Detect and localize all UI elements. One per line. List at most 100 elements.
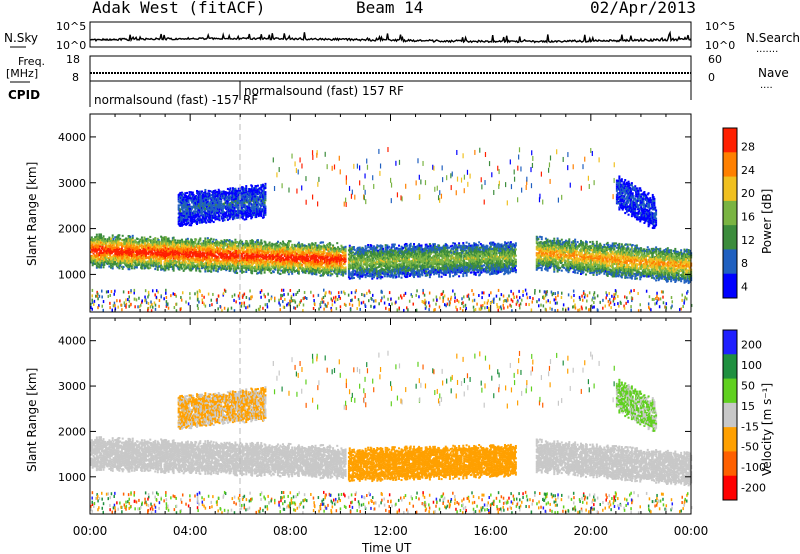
power-cell (208, 268, 210, 270)
power-cell (245, 271, 247, 273)
power-cell (342, 275, 344, 277)
power-cell (137, 238, 139, 240)
power-cell (438, 257, 440, 259)
power-cell (461, 256, 463, 258)
power-cell (141, 267, 143, 269)
power-cell (157, 269, 159, 271)
power-cell (294, 267, 296, 269)
power-cell (298, 273, 300, 275)
power-cell (243, 271, 245, 273)
power-cell (213, 239, 215, 241)
power-cell (279, 244, 281, 246)
power-cell (144, 242, 146, 244)
power-cell (345, 266, 347, 268)
power-cell (336, 242, 338, 244)
power-cell (401, 277, 403, 279)
power-cell (331, 273, 333, 275)
power-cell (288, 273, 290, 275)
power-cell (112, 265, 114, 267)
power-cell (322, 241, 324, 243)
power-cell (154, 268, 156, 270)
power-cell (468, 243, 470, 245)
power-cell (96, 234, 98, 236)
power-cell (357, 261, 359, 263)
power-cell (252, 240, 254, 242)
power-cell (173, 270, 175, 272)
power-cell (229, 251, 231, 253)
power-cell (445, 274, 447, 276)
power-cell (141, 236, 143, 238)
power-cell (344, 263, 346, 265)
power-cell (438, 276, 440, 278)
power-cell (291, 244, 293, 246)
power-cell (421, 274, 423, 276)
power-cell (336, 275, 338, 277)
power-cell (264, 241, 266, 243)
power-cell (345, 256, 347, 258)
power-cell (462, 275, 464, 277)
power-cell (160, 262, 162, 264)
power-cell (199, 240, 201, 242)
power-cell (173, 237, 175, 239)
power-cell (289, 240, 291, 242)
power-cell (288, 271, 290, 273)
power-cell (450, 249, 452, 251)
power-cell (114, 261, 116, 263)
power-cell (204, 270, 206, 272)
power-cell (178, 269, 180, 271)
power-cell (195, 270, 197, 272)
power-cell (359, 277, 361, 279)
power-cell (149, 236, 151, 238)
power-cell (112, 234, 114, 236)
power-cell (282, 257, 284, 259)
power-cell (389, 259, 391, 261)
power-cell (121, 247, 123, 249)
power-cell (408, 259, 410, 261)
power-cell (273, 271, 275, 273)
power-cell (168, 268, 170, 270)
power-cell (353, 246, 355, 248)
power-cell (199, 270, 201, 272)
power-cell (211, 257, 213, 259)
power-cell (394, 244, 396, 246)
power-cell (291, 273, 293, 275)
power-cell (246, 241, 248, 243)
power-cell (381, 245, 383, 247)
power-cell (429, 276, 431, 278)
power-cell (338, 273, 340, 275)
power-cell (345, 268, 347, 270)
power-cell (345, 252, 347, 254)
power-cell (360, 263, 362, 265)
power-cell (173, 268, 175, 270)
power-cell (367, 244, 369, 246)
power-cell (210, 271, 212, 273)
power-cell (269, 242, 271, 244)
power-cell (406, 276, 408, 278)
power-cell (217, 270, 219, 272)
power-cell (257, 239, 259, 241)
power-cell (213, 269, 215, 271)
power-cell (264, 272, 266, 274)
power-cell (345, 260, 347, 262)
power-cell (274, 269, 276, 271)
power-cell (195, 249, 197, 251)
power-cell (373, 245, 375, 247)
power-cell (195, 239, 197, 241)
power-cell (118, 267, 120, 269)
power-cell (260, 239, 262, 241)
power-cell (466, 242, 468, 244)
power-cell (398, 276, 400, 278)
power-cell (396, 276, 398, 278)
power-cell (198, 243, 200, 245)
power-cell (413, 243, 415, 245)
power-cell (174, 239, 176, 241)
power-cell (241, 255, 243, 257)
power-cell (199, 237, 201, 239)
power-cell (466, 275, 468, 277)
power-cell (251, 270, 253, 272)
power-cell (461, 258, 463, 260)
power-cell (123, 266, 125, 268)
power-cell (277, 241, 279, 243)
power-cell (132, 235, 134, 237)
